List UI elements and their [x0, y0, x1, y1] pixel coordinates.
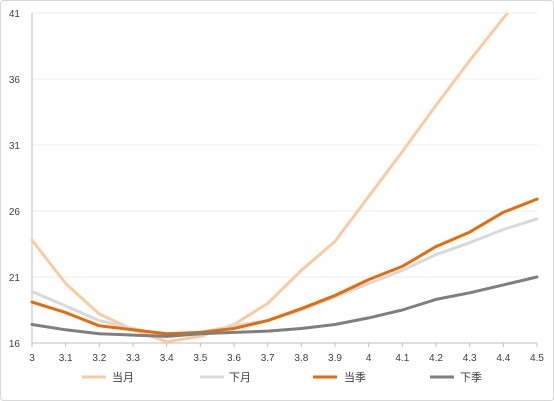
legend-label: 当月 [112, 370, 134, 384]
y-tick-label: 41 [9, 9, 21, 20]
y-tick-labels: 16 21 26 31 36 41 [9, 9, 21, 350]
x-tick-label: 3.3 [126, 353, 140, 364]
x-tick-label: 3.2 [92, 353, 106, 364]
x-tick-label: 4.1 [395, 353, 409, 364]
legend-label: 当季 [344, 370, 366, 384]
series-line [30, 13, 510, 344]
gridlines [32, 12, 537, 278]
legend-item: 当季 [313, 370, 366, 384]
legend: 当月 下月 当季 下季 [82, 370, 482, 384]
y-tick-label: 31 [9, 141, 21, 152]
x-tick-label: 4 [366, 353, 372, 364]
x-tick-label: 4.2 [429, 353, 443, 364]
legend-label: 下季 [460, 371, 482, 384]
x-tick-label: 3.9 [328, 353, 342, 364]
x-tick-label: 3.1 [59, 353, 73, 364]
axes [31, 13, 537, 344]
legend-item: 当月 [82, 370, 134, 384]
y-tick-label: 26 [9, 207, 21, 218]
x-tick-label: 3.5 [193, 353, 207, 364]
x-tick-label: 3.7 [261, 353, 275, 364]
y-tick-label: 16 [9, 339, 21, 350]
x-tick-labels: 3 3.1 3.2 3.3 3.4 3.5 3.6 3.7 3.8 3.9 4 4.1 4.2 4.3 4.… [29, 343, 544, 364]
series-line [30, 197, 539, 336]
legend-label: 下月 [229, 371, 251, 384]
legend-item: 下月 [200, 371, 251, 384]
series-line [30, 275, 539, 338]
x-tick-label: 3.8 [294, 353, 308, 364]
x-tick-label: 3.4 [160, 353, 174, 364]
series-lines [30, 13, 539, 344]
y-tick-label: 21 [9, 273, 21, 284]
x-tick-label: 3.6 [227, 353, 241, 364]
y-tick-label: 36 [9, 75, 21, 86]
x-tick-label: 4.3 [463, 353, 477, 364]
x-tick-label: 4.5 [530, 353, 544, 364]
legend-item: 下季 [430, 371, 482, 384]
x-tick-label: 3 [29, 353, 35, 364]
x-tick-label: 4.4 [496, 353, 510, 364]
